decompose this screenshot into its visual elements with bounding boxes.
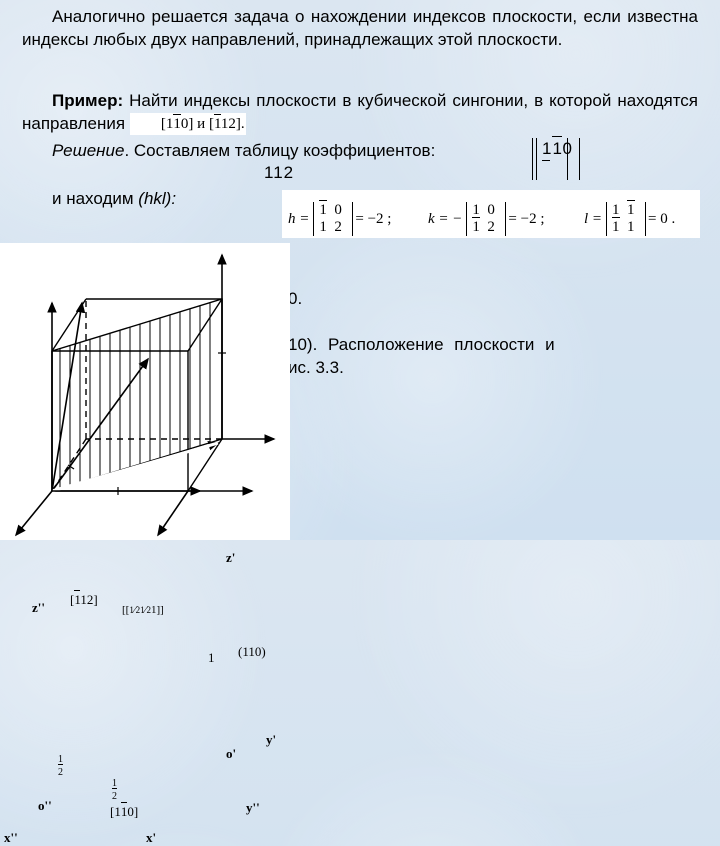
hkl-determinants: h = 1 0 1 2 = −2 ; k = − 1 0 1 2 = −2 ; … xyxy=(282,190,700,238)
matrix-row2: 112 xyxy=(264,162,294,185)
lbl-o2: o'' xyxy=(38,797,52,815)
inline-directions-image: [110] и [112]. xyxy=(130,113,246,135)
dir-a: [110] и [112]. xyxy=(161,116,245,132)
text-fragment-2a: 10). Расположение плоскости и xyxy=(288,334,698,357)
lbl-x1: x' xyxy=(146,829,156,846)
lbl-uvw-112: [112] xyxy=(70,591,98,609)
lbl-one: 1 xyxy=(208,649,215,667)
h-lhs: h = xyxy=(288,209,309,229)
example-label: Пример: xyxy=(52,91,123,110)
solution-line: Решение. Составляем таблицу коэффициенто… xyxy=(22,140,698,163)
lbl-z1: z' xyxy=(226,549,235,567)
lbl-z2: z'' xyxy=(32,599,45,617)
solution-label: Решение xyxy=(52,141,124,160)
coeff-matrix: 110 xyxy=(538,138,581,163)
figure-cube: z'' z' x'' x' y'' y' o'' o' [112] [[1⁄21… xyxy=(0,243,290,540)
solution-text: . Составляем таблицу коэффициентов: xyxy=(124,141,435,160)
lbl-half-2: 12 xyxy=(58,753,63,780)
paragraph-intro: Аналогично решается задача о нахождении … xyxy=(22,6,698,52)
lbl-o1: o' xyxy=(226,745,236,763)
lbl-uvw-mid: [[1⁄21⁄21]] xyxy=(122,603,164,618)
l-lhs: l = xyxy=(584,209,602,229)
l-rhs: = 0 . xyxy=(648,209,675,229)
text-fragment-1: 0. xyxy=(288,288,302,311)
example-text: Найти индексы плоскости в кубической син… xyxy=(22,91,698,133)
lbl-x2: x'' xyxy=(4,829,18,846)
matrix-row1: 110 xyxy=(542,138,573,161)
lbl-y1: y' xyxy=(266,731,276,749)
lbl-half-1: 12 xyxy=(112,777,117,804)
cube-svg xyxy=(0,243,290,540)
h-det: 1 0 1 2 xyxy=(313,202,351,236)
paragraph-example: Пример: Найти индексы плоскости в кубиче… xyxy=(22,90,698,136)
k-det: 1 0 1 2 xyxy=(466,202,504,236)
matrix-row2-overbar xyxy=(542,160,550,161)
h-rhs: = −2 ; xyxy=(355,209,391,229)
k-rhs: = −2 ; xyxy=(508,209,544,229)
k-lhs: k = − xyxy=(428,209,462,229)
lbl-plane-110: (110) xyxy=(238,643,266,661)
lbl-y2: y'' xyxy=(246,799,260,817)
l-det: 1 1 1 1 xyxy=(606,202,644,236)
text-fragment-2b: ис. 3.3. xyxy=(288,357,344,380)
lbl-uvw-110: [110] xyxy=(110,803,138,821)
